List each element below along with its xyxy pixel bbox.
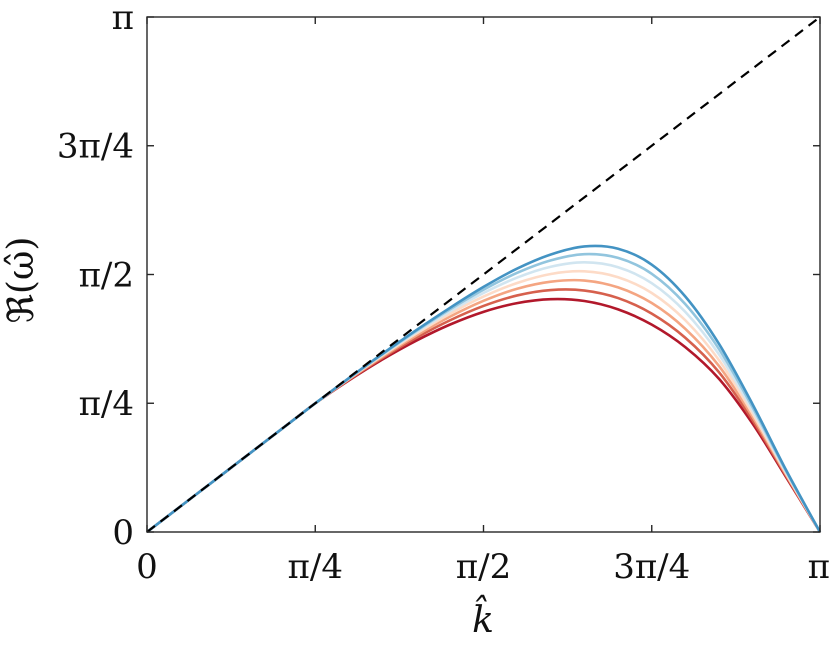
series-line-4	[146, 269, 822, 534]
series-line-5	[146, 278, 822, 534]
x-tick-label: 3π/4	[613, 547, 690, 587]
series-line-3	[146, 261, 822, 534]
y-tick-label: π/2	[79, 255, 134, 295]
y-tick-label: π	[112, 0, 134, 38]
y-tick-label: 0	[112, 513, 134, 553]
x-tick-label: π/4	[288, 547, 343, 587]
tick-layer: 0 π/4 π/2 3π/4 π 0 π/4 π/2 3π/4 π	[57, 0, 830, 587]
series-line-6	[146, 288, 822, 534]
x-tick-label: 0	[136, 547, 158, 587]
y-axis-label: ℜ(ω̂)	[1, 237, 42, 324]
series-layer	[146, 244, 822, 534]
x-tick-label: π	[808, 547, 830, 587]
x-axis-label: k̂	[472, 595, 494, 641]
y-tick-label: π/4	[79, 384, 134, 424]
y-tick-label: 3π/4	[57, 127, 134, 167]
x-tick-label: π/2	[456, 547, 511, 587]
reference-line	[146, 16, 821, 533]
series-line-7	[146, 297, 822, 534]
